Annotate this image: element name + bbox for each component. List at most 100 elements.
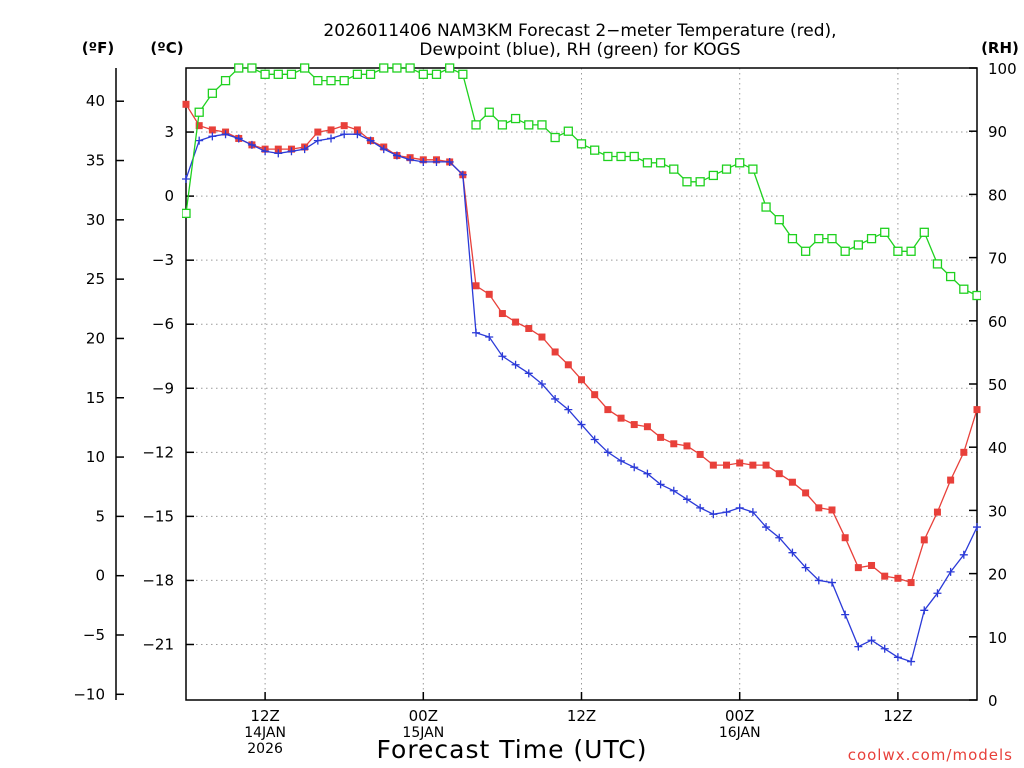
- rh-point: [510, 113, 521, 124]
- dewpoint-point: [656, 480, 665, 489]
- dewpoint-point: [959, 550, 968, 559]
- rh-point: [576, 139, 587, 149]
- temperature-point: [498, 310, 506, 318]
- rh-point: [866, 233, 877, 244]
- dewpoint-point: [340, 130, 349, 139]
- dewpoint-point: [617, 456, 626, 465]
- temperature-point: [788, 478, 796, 486]
- rh-tick-label: 60: [988, 313, 1007, 331]
- temperature-point: [960, 448, 968, 456]
- rh-point: [445, 63, 455, 73]
- rh-point: [708, 170, 718, 181]
- temperature-point: [670, 440, 678, 448]
- rh-point: [484, 107, 494, 117]
- chart-title-line-1: 2026011406 NAM3KM Forecast 2−meter Tempe…: [323, 21, 836, 41]
- temperature-point: [472, 282, 480, 290]
- rh-point: [721, 164, 732, 174]
- rh-point: [945, 271, 956, 282]
- temperature-point: [802, 489, 810, 497]
- rh-point: [669, 164, 679, 174]
- rh-point: [906, 246, 916, 256]
- celsius-tick-label: 0: [164, 187, 174, 205]
- rh-point: [590, 145, 600, 155]
- celsius-tick-label: −6: [152, 315, 174, 333]
- temperature-point: [208, 126, 216, 134]
- rh-point: [458, 69, 468, 79]
- rh-point: [431, 69, 442, 79]
- celsius-tick-label: 3: [164, 123, 174, 141]
- rh-point: [550, 132, 560, 143]
- credit-text: coolwx.com/models: [848, 746, 1013, 764]
- temperature-point: [854, 564, 862, 572]
- dewpoint-point: [696, 503, 705, 512]
- dewpoint-point: [735, 503, 744, 512]
- rh-point: [299, 63, 310, 73]
- dewpoint-point: [234, 134, 243, 143]
- dewpoint-point: [445, 157, 454, 166]
- chart-title-line-2: Dewpoint (blue), RH (green) for KOGS: [419, 40, 740, 60]
- rh-tick-label: 30: [988, 502, 1007, 520]
- rh-point: [247, 63, 257, 73]
- rh-unit-label: (RH): [981, 39, 1019, 57]
- fahrenheit-unit-label: (ºF): [82, 39, 114, 57]
- rh-tick-label: 0: [988, 692, 998, 710]
- dewpoint-point: [933, 589, 942, 598]
- temperature-point: [617, 414, 625, 422]
- dewpoint-point: [300, 145, 309, 154]
- rh-point: [932, 259, 943, 269]
- dewpoint-point: [208, 132, 217, 141]
- temperature-point: [512, 318, 520, 326]
- rh-point: [405, 63, 415, 73]
- rh-point: [827, 233, 837, 244]
- dewpoint-point: [880, 644, 889, 653]
- rh-point: [735, 158, 745, 168]
- rh-point: [853, 240, 863, 250]
- temperature-point: [907, 579, 915, 587]
- dewpoint-point: [722, 508, 731, 517]
- rh-point: [339, 75, 349, 86]
- rh-point: [379, 63, 389, 73]
- temperature-point: [881, 572, 889, 580]
- dewpoint-point: [630, 463, 639, 472]
- fahrenheit-tick-label: 5: [95, 507, 105, 525]
- temperature-point: [353, 126, 361, 134]
- dewpoint-point: [537, 380, 546, 388]
- dewpoint-point: [907, 657, 916, 666]
- temperature-point: [933, 508, 941, 516]
- temperature-point: [736, 459, 744, 467]
- series-line-rh: [185, 67, 978, 297]
- x-tick-label: 00Z: [409, 707, 438, 725]
- dewpoint-point: [893, 653, 902, 662]
- temperature-point: [525, 324, 533, 332]
- dewpoint-point: [485, 333, 494, 342]
- x-tick-label: 16JAN: [719, 725, 761, 741]
- celsius-tick-label: −9: [152, 379, 174, 397]
- rh-tick-label: 50: [988, 376, 1007, 394]
- rh-point: [365, 69, 376, 79]
- dewpoint-point: [313, 136, 322, 145]
- fahrenheit-tick-label: −5: [83, 626, 105, 644]
- celsius-tick-label: −21: [142, 635, 174, 653]
- dewpoint-point: [392, 151, 401, 160]
- dewpoint-point: [182, 175, 190, 184]
- temperature-point: [762, 461, 770, 469]
- rh-point: [616, 151, 626, 162]
- rh-tick-label: 80: [988, 186, 1007, 204]
- temperature-point: [630, 421, 638, 429]
- grid-lines: [186, 68, 977, 700]
- rh-tick-label: 20: [988, 566, 1007, 584]
- dewpoint-point: [274, 149, 283, 158]
- rh-point: [392, 63, 402, 73]
- dewpoint-point: [788, 548, 797, 557]
- rh-point: [352, 69, 363, 79]
- series-layer: [182, 63, 981, 666]
- dewpoint-point: [564, 405, 573, 414]
- temperature-point: [604, 406, 612, 414]
- rh-point: [893, 246, 903, 256]
- dewpoint-point: [669, 486, 678, 495]
- rh-point: [800, 246, 811, 256]
- fahrenheit-tick-label: −10: [73, 685, 105, 703]
- temperature-point: [485, 290, 493, 298]
- temperature-point: [274, 145, 282, 153]
